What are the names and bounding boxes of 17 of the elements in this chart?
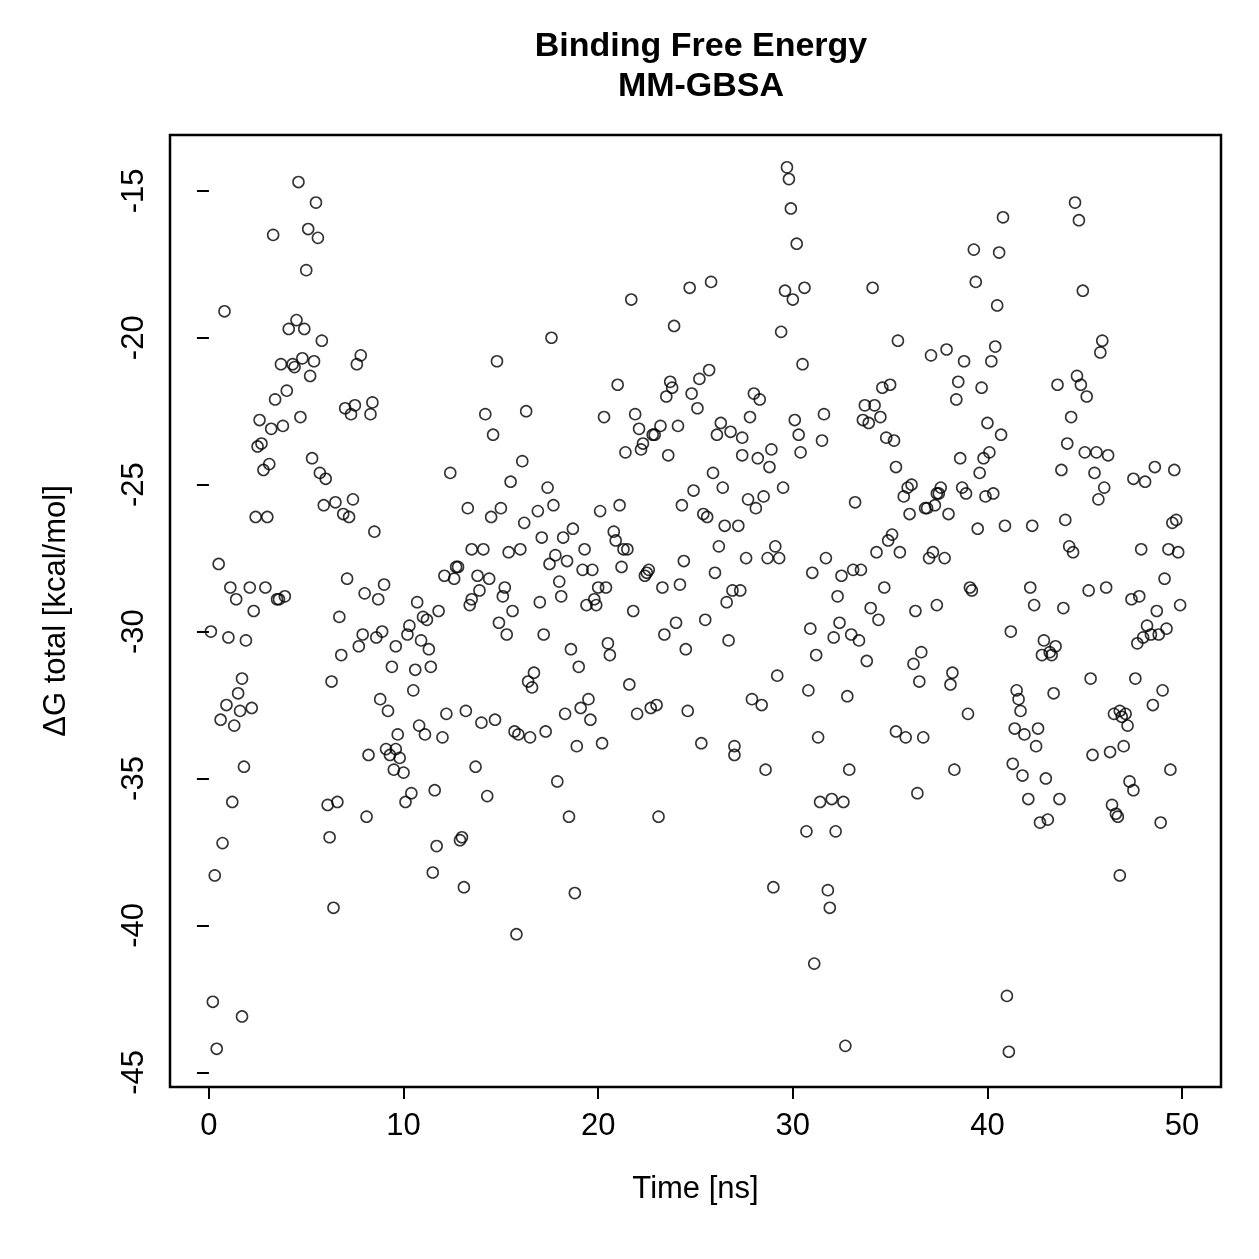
- chart-subtitle: MM-GBSA: [617, 65, 785, 103]
- x-tick-label: 20: [580, 1107, 616, 1142]
- x-tick-label: 0: [200, 1107, 218, 1142]
- y-tick-label: -30: [115, 609, 150, 654]
- x-tick-label: 50: [1164, 1107, 1200, 1142]
- y-tick-label: -40: [115, 902, 150, 948]
- y-tick-label: -25: [115, 462, 150, 508]
- x-axis-title: Time [ns]: [632, 1170, 759, 1205]
- x-tick-label: 10: [386, 1107, 421, 1142]
- y-tick-label: -45: [115, 1049, 150, 1095]
- x-tick-label: 30: [775, 1107, 811, 1142]
- y-axis-title: ΔG total [kcal/mol]: [37, 485, 72, 737]
- y-tick-label: -20: [115, 315, 150, 361]
- chart-title: Binding Free Energy: [534, 25, 868, 63]
- y-tick-label: -15: [115, 168, 150, 214]
- y-tick-label: -35: [115, 756, 150, 801]
- x-tick-label: 40: [970, 1107, 1005, 1142]
